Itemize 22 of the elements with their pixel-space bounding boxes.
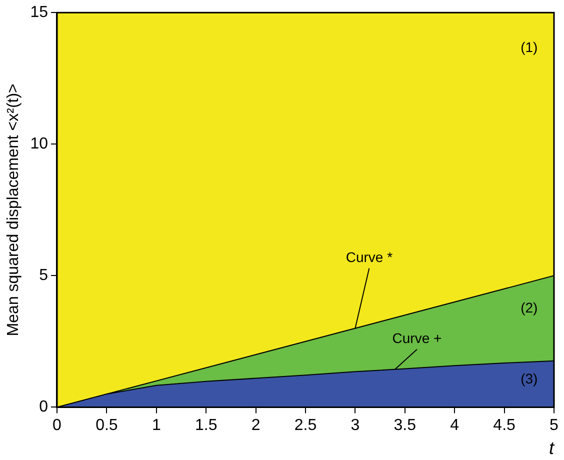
x-tick-label: 0: [52, 417, 62, 434]
y-tick-label: 10: [30, 136, 48, 153]
x-tick-label: 4: [450, 417, 460, 434]
annotation: Curve +: [392, 330, 442, 346]
x-tick-label: 1.5: [194, 417, 218, 434]
x-tick-label: 4.5: [493, 417, 516, 434]
x-axis-title: t: [548, 438, 555, 458]
x-tick-label: 5: [550, 417, 559, 434]
x-tick-label: 3.5: [394, 417, 416, 434]
annotation: (1): [520, 38, 538, 55]
y-axis-title: Mean squared displacement <x²(t)>: [5, 84, 22, 336]
x-tick-label: 2: [251, 417, 260, 434]
x-tick-label: 0.5: [96, 417, 118, 434]
y-tick-label: 15: [30, 4, 48, 22]
x-tick-label: 3: [350, 417, 360, 434]
y-tick-label: 0: [39, 398, 48, 416]
x-tick-label: 2.5: [294, 417, 317, 434]
y-tick-label: 5: [39, 267, 48, 284]
annotation: (2): [520, 299, 538, 316]
annotation: (3): [520, 370, 538, 386]
x-tick-label: 1: [152, 417, 161, 434]
annotation: Curve *: [346, 249, 394, 266]
